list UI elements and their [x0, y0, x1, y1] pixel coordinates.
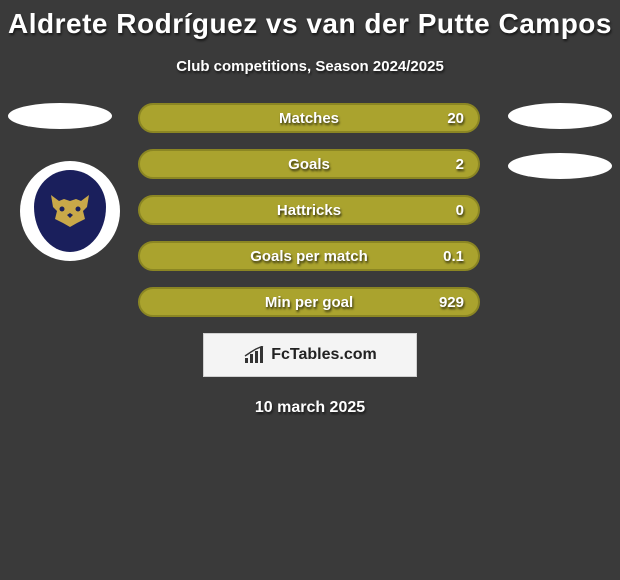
- stat-bar: Goals per match 0.1: [138, 241, 480, 271]
- stat-value-right: 0.1: [443, 248, 464, 265]
- chart-icon: [243, 346, 265, 364]
- player-right-placeholder-2: [508, 153, 612, 179]
- club-badge: [20, 161, 120, 261]
- subtitle: Club competitions, Season 2024/2025: [0, 58, 620, 75]
- comparison-area: Matches 20 Goals 2 Hattricks 0 Goals per match…: [0, 103, 620, 317]
- watermark: FcTables.com: [203, 333, 417, 377]
- player-right-placeholder-1: [508, 103, 612, 129]
- stat-label: Goals: [288, 156, 330, 173]
- stat-label: Min per goal: [265, 294, 353, 311]
- watermark-text: FcTables.com: [271, 346, 377, 364]
- date-label: 10 march 2025: [0, 399, 620, 417]
- stat-value-right: 2: [456, 156, 464, 173]
- stat-value-right: 929: [439, 294, 464, 311]
- stat-value-right: 20: [447, 110, 464, 127]
- club-badge-inner: [34, 170, 106, 252]
- stat-bar: Goals 2: [138, 149, 480, 179]
- stat-bar: Hattricks 0: [138, 195, 480, 225]
- stat-bar: Min per goal 929: [138, 287, 480, 317]
- stat-label: Goals per match: [250, 248, 368, 265]
- player-left-placeholder: [8, 103, 112, 129]
- stat-label: Matches: [279, 110, 339, 127]
- stat-bar: Matches 20: [138, 103, 480, 133]
- cougar-icon: [47, 193, 93, 229]
- page-title: Aldrete Rodríguez vs van der Putte Campo…: [0, 0, 620, 40]
- stat-label: Hattricks: [277, 202, 341, 219]
- stat-value-right: 0: [456, 202, 464, 219]
- stat-bars: Matches 20 Goals 2 Hattricks 0 Goals per match…: [138, 103, 480, 317]
